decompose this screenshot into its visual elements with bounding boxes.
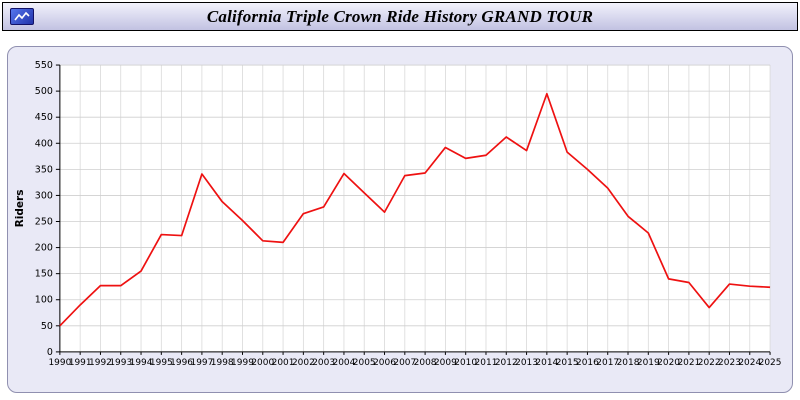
- y-tick-label: 0: [47, 347, 53, 358]
- x-tick-label: 1998: [211, 358, 234, 368]
- chart-panel: 1990 1991 1992 1993 1994 1995 1996 1997 1998 1999…: [7, 46, 793, 393]
- x-tick-label: 2003: [312, 358, 335, 368]
- x-tick-label: 2014: [535, 358, 558, 368]
- y-tick-label: 450: [35, 112, 53, 123]
- x-tick-label: 2022: [698, 358, 721, 368]
- x-tick-label: 1992: [89, 358, 112, 368]
- x-tick-label: 2020: [657, 358, 680, 368]
- x-tick-label: 2025: [759, 358, 782, 368]
- x-tick-label: 1991: [69, 358, 92, 368]
- x-tick-label: 2024: [738, 358, 761, 368]
- x-tick-label: 1996: [170, 358, 193, 368]
- x-tick-label: 2000: [251, 358, 274, 368]
- x-tick-label: 2015: [556, 358, 579, 368]
- x-tick-label: 2013: [515, 358, 538, 368]
- x-tick-label: 1990: [48, 358, 71, 368]
- x-tick-label: 1995: [150, 358, 173, 368]
- x-tick-label: 2012: [495, 358, 518, 368]
- x-tick-label: 2007: [393, 358, 416, 368]
- y-tick-label: 500: [35, 86, 53, 97]
- y-tick-label: 50: [41, 321, 53, 332]
- y-tick-label: 200: [35, 243, 53, 254]
- x-tick-label: 2004: [333, 358, 356, 368]
- x-tick-label: 2023: [718, 358, 741, 368]
- x-tick-label: 2008: [414, 358, 437, 368]
- page-title: California Triple Crown Ride History GRA…: [206, 6, 594, 26]
- x-tick-label: 2001: [272, 358, 295, 368]
- y-tick-label: 300: [35, 190, 53, 201]
- x-tick-label: 2019: [637, 358, 660, 368]
- y-tick-label: 100: [35, 295, 53, 306]
- x-tick-label: 2005: [353, 358, 376, 368]
- y-axis-label: Riders: [14, 190, 26, 228]
- y-tick-label: 250: [35, 216, 53, 227]
- x-tick-label: 2016: [576, 358, 599, 368]
- app-icon[interactable]: [10, 8, 34, 25]
- mini-chart-icon: [14, 11, 30, 21]
- y-tick-label: 150: [35, 269, 53, 280]
- x-tick-label: 2011: [475, 358, 498, 368]
- y-tick-label: 400: [35, 138, 53, 149]
- x-tick-label: 1999: [231, 358, 254, 368]
- plot-area: [59, 65, 771, 352]
- x-tick-label: 1997: [190, 358, 213, 368]
- x-tick-label: 2017: [596, 358, 619, 368]
- title-bar: California Triple Crown Ride History GRA…: [2, 2, 798, 31]
- x-tick-label: 1993: [109, 358, 132, 368]
- y-tick-label: 550: [35, 60, 53, 71]
- x-tick-label: 1994: [130, 358, 153, 368]
- x-tick-label: 2006: [373, 358, 396, 368]
- x-tick-label: 2002: [292, 358, 315, 368]
- x-tick-label: 2009: [434, 358, 457, 368]
- x-tick-label: 2010: [454, 358, 477, 368]
- riders-series-line: [59, 92, 771, 327]
- riders-line-chart: 1990199119921993199419951996199719981999…: [14, 60, 782, 368]
- y-tick-label: 350: [35, 164, 53, 175]
- x-tick-label: 2018: [617, 358, 640, 368]
- x-tick-label: 2021: [677, 358, 700, 368]
